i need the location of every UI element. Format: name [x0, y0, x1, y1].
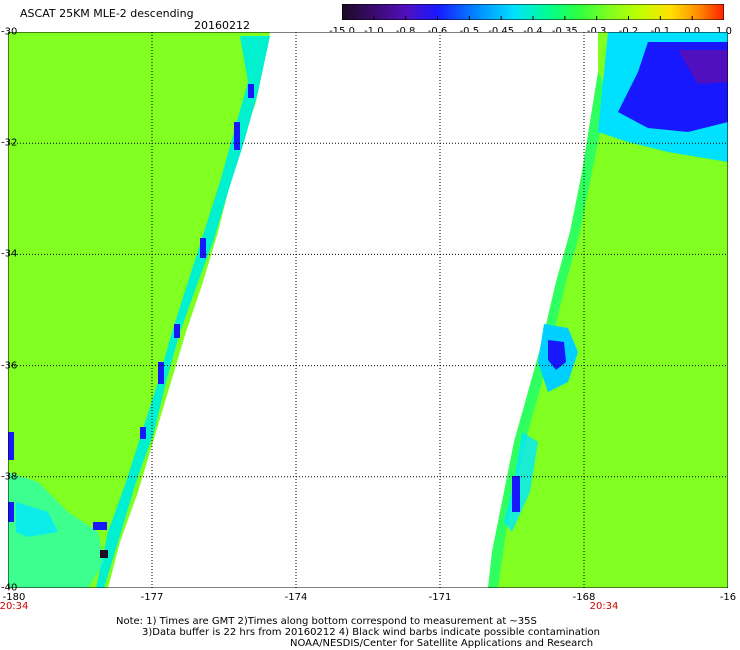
longitude-label: -171	[428, 592, 452, 603]
longitude-label: -174	[284, 592, 308, 603]
longitude-label: -16	[719, 592, 737, 603]
map-title: ASCAT 25KM MLE-2 descending	[20, 7, 194, 20]
latitude-label: -32	[1, 137, 18, 149]
longitude-label: -168	[572, 592, 596, 603]
latitude-label: -34	[1, 248, 18, 260]
latitude-label: -38	[1, 471, 18, 483]
note-line-1: Note: 1) Times are GMT 2)Times along bot…	[116, 616, 537, 627]
right-swath-eddy-core	[548, 340, 566, 370]
time-label-left: 20:34	[0, 601, 29, 612]
longitude-label: -177	[140, 592, 164, 603]
left-swath	[8, 32, 270, 588]
longitude-label: -180	[2, 592, 26, 603]
map-date: 20160212	[194, 19, 250, 32]
right-swath-ne-purple	[678, 50, 728, 84]
time-label-right: 20:34	[589, 601, 619, 612]
left-swath-cyan-edge	[96, 36, 270, 588]
colorbar	[342, 4, 724, 20]
right-swath	[488, 32, 728, 588]
latitude-label: -36	[1, 360, 18, 372]
note-line-3: NOAA/NESDIS/Center for Satellite Applica…	[290, 638, 594, 649]
latitude-label: -40	[1, 582, 18, 594]
left-swath-sw-cyan2	[16, 502, 58, 537]
note-line-2: 3)Data buffer is 22 hrs from 20160212 4)…	[142, 627, 600, 638]
wind-map	[8, 32, 728, 588]
latitude-label: -30	[1, 26, 18, 38]
